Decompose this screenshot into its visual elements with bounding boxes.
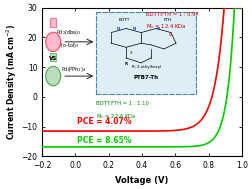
- FancyBboxPatch shape: [50, 53, 56, 61]
- Text: Pd(PPh$_3$)$_4$: Pd(PPh$_3$)$_4$: [60, 65, 86, 74]
- X-axis label: Voltage (V): Voltage (V): [115, 176, 169, 185]
- Text: PCE = 4.07%: PCE = 4.07%: [77, 117, 132, 126]
- Text: VS: VS: [49, 57, 57, 61]
- Text: BDTT:FTH = 1 : 0.97: BDTT:FTH = 1 : 0.97: [146, 12, 199, 17]
- Ellipse shape: [46, 32, 61, 52]
- Ellipse shape: [46, 66, 61, 86]
- Text: M$_n$ = 12.4 KDa: M$_n$ = 12.4 KDa: [146, 22, 186, 31]
- Text: M$_n$ = 22.6 KDa: M$_n$ = 22.6 KDa: [96, 112, 137, 121]
- Text: P(o-tol)$_3$: P(o-tol)$_3$: [58, 41, 80, 50]
- FancyBboxPatch shape: [50, 18, 56, 27]
- Text: BDTT:FTH = 1 : 1.10: BDTT:FTH = 1 : 1.10: [96, 101, 149, 106]
- Text: Pd$_2$(dba)$_3$: Pd$_2$(dba)$_3$: [56, 28, 82, 37]
- Y-axis label: Current Density (mA cm$^{-2}$): Current Density (mA cm$^{-2}$): [4, 24, 19, 140]
- Text: PCE = 8.65%: PCE = 8.65%: [77, 136, 132, 145]
